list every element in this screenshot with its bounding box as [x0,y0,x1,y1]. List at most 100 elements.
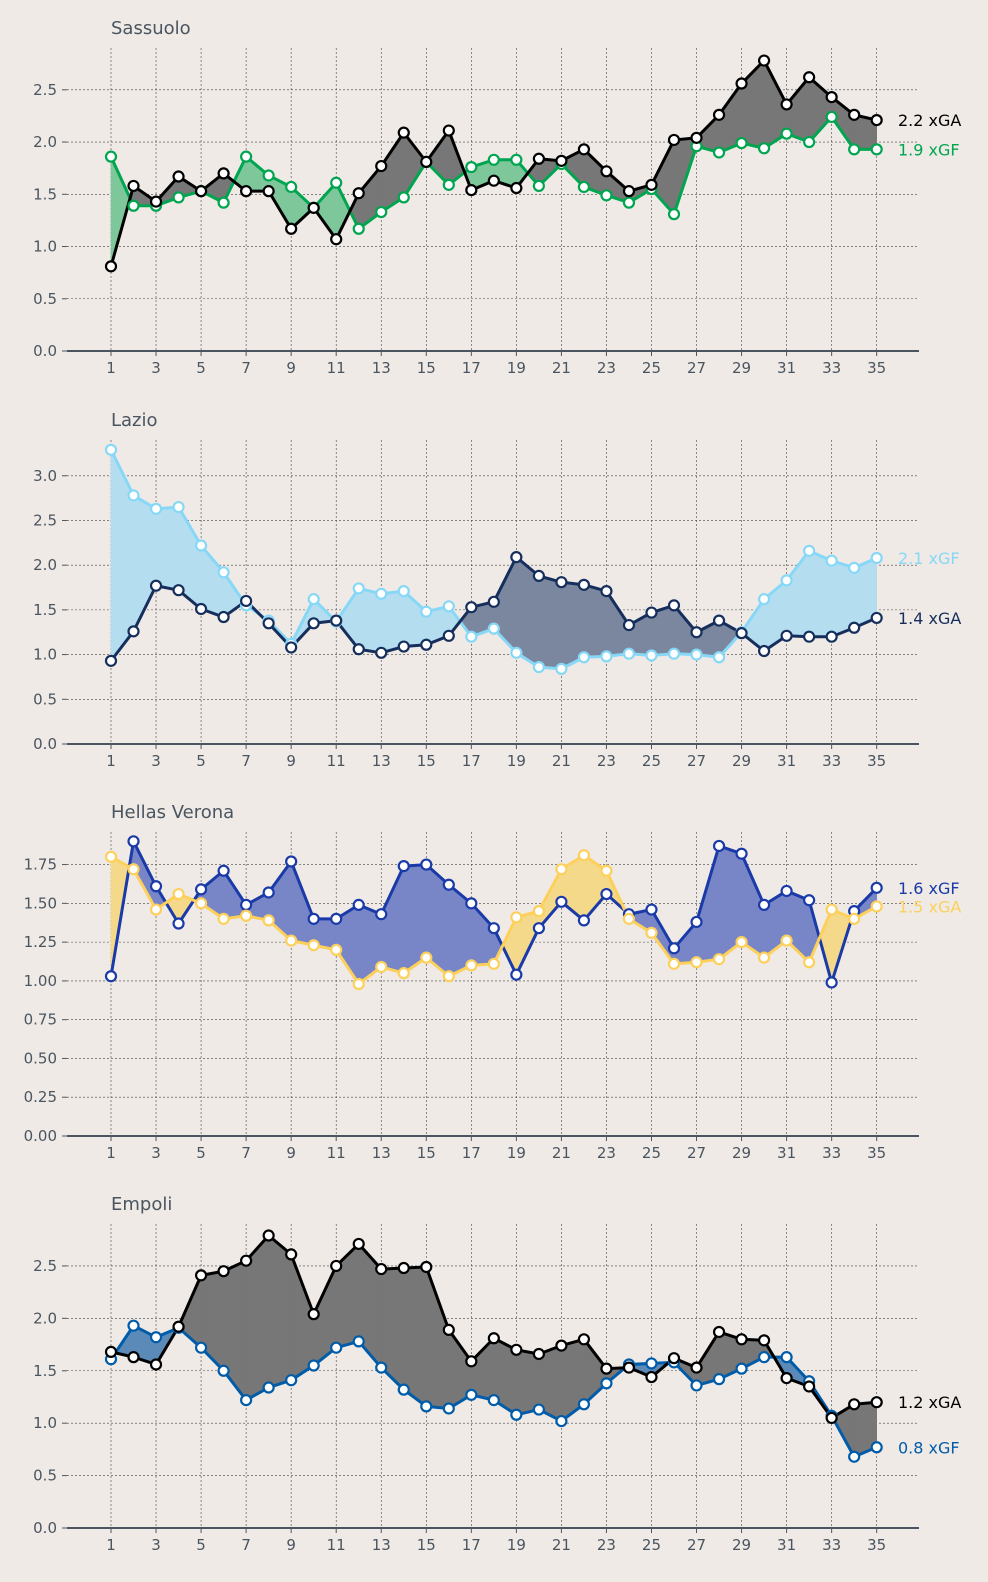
y-tick-label: 0.5 [33,690,57,708]
point-xgf [622,196,636,209]
point-xga [285,222,298,235]
x-tick-label: 33 [822,359,841,377]
point-xgf [870,551,883,565]
point-xgf [870,881,883,894]
point-xga [285,641,298,654]
area-xga-above [538,575,562,670]
point-xga [442,629,455,642]
x-tick-label: 17 [462,752,481,770]
point-xgf [690,648,703,661]
point-xga [735,627,748,640]
point-xga [735,936,748,949]
panel-title: Hellas Verona [111,802,234,823]
point-xgf [622,647,636,660]
end-label-xga: 1.2 xGA [898,1393,961,1412]
point-xga [622,1361,636,1374]
x-tick-label: 23 [597,752,616,770]
point-xga [577,1333,591,1346]
x-tick-label: 7 [241,359,251,377]
point-xga [757,54,771,67]
y-tick-label: 0.25 [24,1088,57,1106]
x-tick-label: 25 [642,1144,661,1162]
point-xgf [645,649,658,662]
point-xgf [555,895,568,908]
y-tick-label: 0.0 [33,735,57,753]
x-tick-label: 3 [151,1144,161,1162]
point-xga [465,959,478,972]
x-tick-label: 1 [106,1144,116,1162]
point-xga [600,1362,613,1375]
point-xga [442,124,455,137]
x-tick-label: 21 [552,1536,571,1554]
point-xga [172,1320,185,1333]
x-tick-label: 11 [327,752,346,770]
point-xga [194,897,208,910]
x-tick-label: 25 [642,359,661,377]
point-xgf [735,1362,748,1375]
x-tick-label: 9 [286,752,296,770]
point-xga [330,943,343,956]
x-tick-label: 27 [687,752,706,770]
x-tick-label: 31 [777,1144,796,1162]
x-tick-label: 13 [372,359,391,377]
point-xga [442,970,455,983]
end-label-xgf: 1.6 xGF [898,879,960,898]
x-tick-label: 15 [417,359,436,377]
point-xgf [397,585,410,598]
point-xgf [194,539,208,552]
point-xga [780,629,793,642]
point-xga [803,71,816,84]
point-xgf [690,915,703,929]
point-xgf [487,622,500,635]
x-tick-label: 17 [462,1144,481,1162]
point-xga [487,1332,500,1345]
x-tick-label: 9 [286,1536,296,1554]
point-xgf [487,1394,500,1407]
point-xga [127,1351,140,1364]
point-xga [645,926,658,939]
y-tick-label: 0.5 [33,290,57,308]
point-xga [262,1229,275,1242]
point-xga [487,174,500,187]
point-xgf [352,222,365,235]
point-xga [645,178,658,191]
panel-title: Empoli [111,1194,172,1215]
point-xgf [420,858,433,871]
point-xga [352,1237,365,1251]
point-xgf [420,605,433,618]
point-xgf [577,914,591,927]
x-tick-label: 11 [327,359,346,377]
point-xgf [600,887,613,901]
point-xga [420,1260,433,1274]
point-xga [240,594,253,608]
point-xga [555,1339,568,1352]
point-xgf [803,894,816,907]
point-xga [870,1396,883,1409]
point-xgf [825,976,838,989]
y-tick-label: 0.00 [24,1127,57,1145]
x-tick-label: 5 [196,1536,206,1554]
x-tick-label: 25 [642,752,661,770]
x-tick-label: 35 [867,359,886,377]
point-xga [667,599,681,612]
point-xga [172,887,185,901]
point-xgf [465,161,478,174]
point-xgf [194,883,208,896]
point-xga [285,934,298,947]
point-xga [149,195,163,208]
point-xga [420,951,433,964]
point-xga [217,1265,230,1278]
y-tick-label: 0.0 [33,1519,57,1537]
point-xga [757,644,771,658]
point-xga [510,1343,523,1356]
area-xgf-above [471,902,495,966]
point-xga [555,154,568,167]
point-xgf [510,153,523,166]
y-tick-label: 1.0 [33,1414,57,1432]
point-xgf [870,1441,883,1454]
point-xgf [217,864,230,877]
point-xgf [420,1400,433,1413]
point-xga [397,126,410,139]
point-xgf [757,898,771,911]
